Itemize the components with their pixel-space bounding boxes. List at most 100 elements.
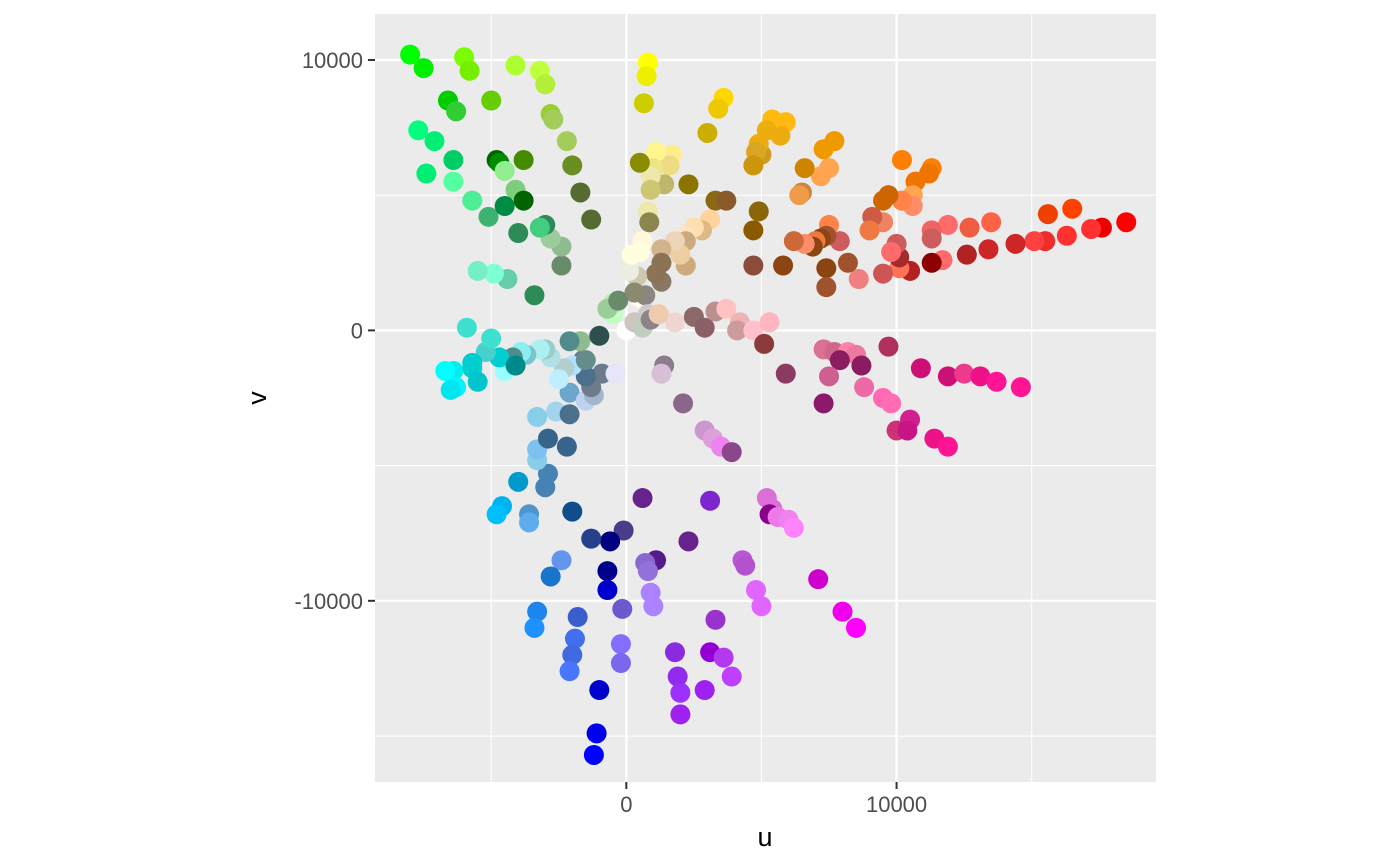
data-point [721, 666, 742, 687]
data-point [846, 617, 867, 638]
data-point [408, 120, 429, 141]
data-point [570, 182, 591, 203]
data-point [873, 190, 894, 211]
data-point [613, 520, 634, 541]
data-point [400, 44, 421, 65]
data-point [597, 580, 618, 600]
data-point [716, 190, 737, 211]
data-point [773, 255, 794, 276]
data-point [456, 317, 477, 338]
data-point [794, 158, 815, 179]
data-point [1081, 218, 1102, 239]
data-point [664, 642, 685, 663]
data-point [743, 255, 764, 276]
data-point [783, 231, 804, 252]
data-point [854, 377, 875, 398]
data-point [981, 212, 1002, 233]
data-point [678, 531, 699, 552]
data-point [551, 255, 572, 276]
data-point [443, 171, 464, 192]
data-point [775, 363, 796, 384]
data-point [813, 139, 834, 160]
data-point [508, 223, 529, 244]
data-point [513, 190, 534, 211]
data-point [746, 580, 767, 600]
data-point [462, 352, 483, 373]
data-point [519, 512, 540, 533]
data-point [978, 239, 999, 260]
data-point [486, 504, 507, 525]
data-point [632, 488, 653, 509]
data-point [435, 360, 456, 381]
data-point [551, 550, 572, 571]
data-point [759, 312, 780, 333]
data-point [859, 220, 880, 241]
y-tick-label: 10000 [302, 48, 363, 73]
data-point [910, 358, 931, 379]
data-point [629, 152, 650, 173]
data-point [1116, 212, 1137, 233]
data-point [678, 174, 699, 195]
data-point [956, 244, 977, 265]
data-point [583, 744, 604, 765]
data-point [446, 101, 467, 122]
y-tick-label: 0 [351, 318, 363, 343]
data-point [659, 155, 680, 176]
data-point [535, 477, 556, 498]
data-point [467, 371, 488, 392]
data-point [610, 634, 631, 655]
data-point [548, 369, 569, 390]
data-point [612, 598, 633, 619]
data-point [694, 680, 715, 701]
data-point [816, 258, 837, 279]
x-axis-title: u [757, 822, 772, 852]
data-point [754, 333, 775, 354]
data-point [605, 363, 626, 384]
y-tick-label: -10000 [294, 589, 363, 614]
data-point [494, 196, 515, 216]
data-point [483, 263, 504, 284]
data-point [667, 666, 688, 687]
data-point [829, 350, 850, 371]
data-point [716, 298, 737, 319]
data-point [640, 179, 661, 200]
data-point [1062, 198, 1083, 219]
data-point [727, 320, 748, 341]
data-point [540, 566, 561, 587]
data-point [575, 366, 596, 387]
data-point [559, 382, 580, 403]
data-point [970, 366, 991, 387]
data-point [559, 661, 580, 682]
data-point [505, 355, 526, 376]
data-point [556, 436, 577, 457]
data-point [1056, 225, 1077, 246]
data-point [891, 150, 912, 171]
data-point [673, 393, 694, 414]
data-point [467, 260, 488, 281]
data-point [670, 704, 691, 725]
data-point [937, 214, 958, 235]
data-point [639, 212, 660, 233]
data-point [748, 201, 769, 222]
data-point [1024, 231, 1045, 252]
data-point [959, 217, 980, 238]
data-point [537, 428, 558, 449]
data-point [921, 252, 942, 273]
x-axis-tick-labels: 0 10000 [620, 792, 927, 817]
data-point [562, 501, 583, 522]
data-point [535, 74, 556, 95]
data-point [651, 363, 672, 384]
data-point [624, 282, 645, 303]
data-point [1037, 204, 1058, 225]
data-point [743, 155, 764, 176]
data-point [524, 617, 545, 638]
data-point [440, 379, 461, 400]
data-point [881, 241, 902, 262]
data-point [610, 653, 631, 674]
y-axis-tick-labels: -10000 0 10000 [294, 48, 363, 614]
data-point [819, 366, 840, 387]
data-point [562, 644, 583, 665]
data-point [416, 163, 437, 184]
data-point [508, 471, 529, 492]
